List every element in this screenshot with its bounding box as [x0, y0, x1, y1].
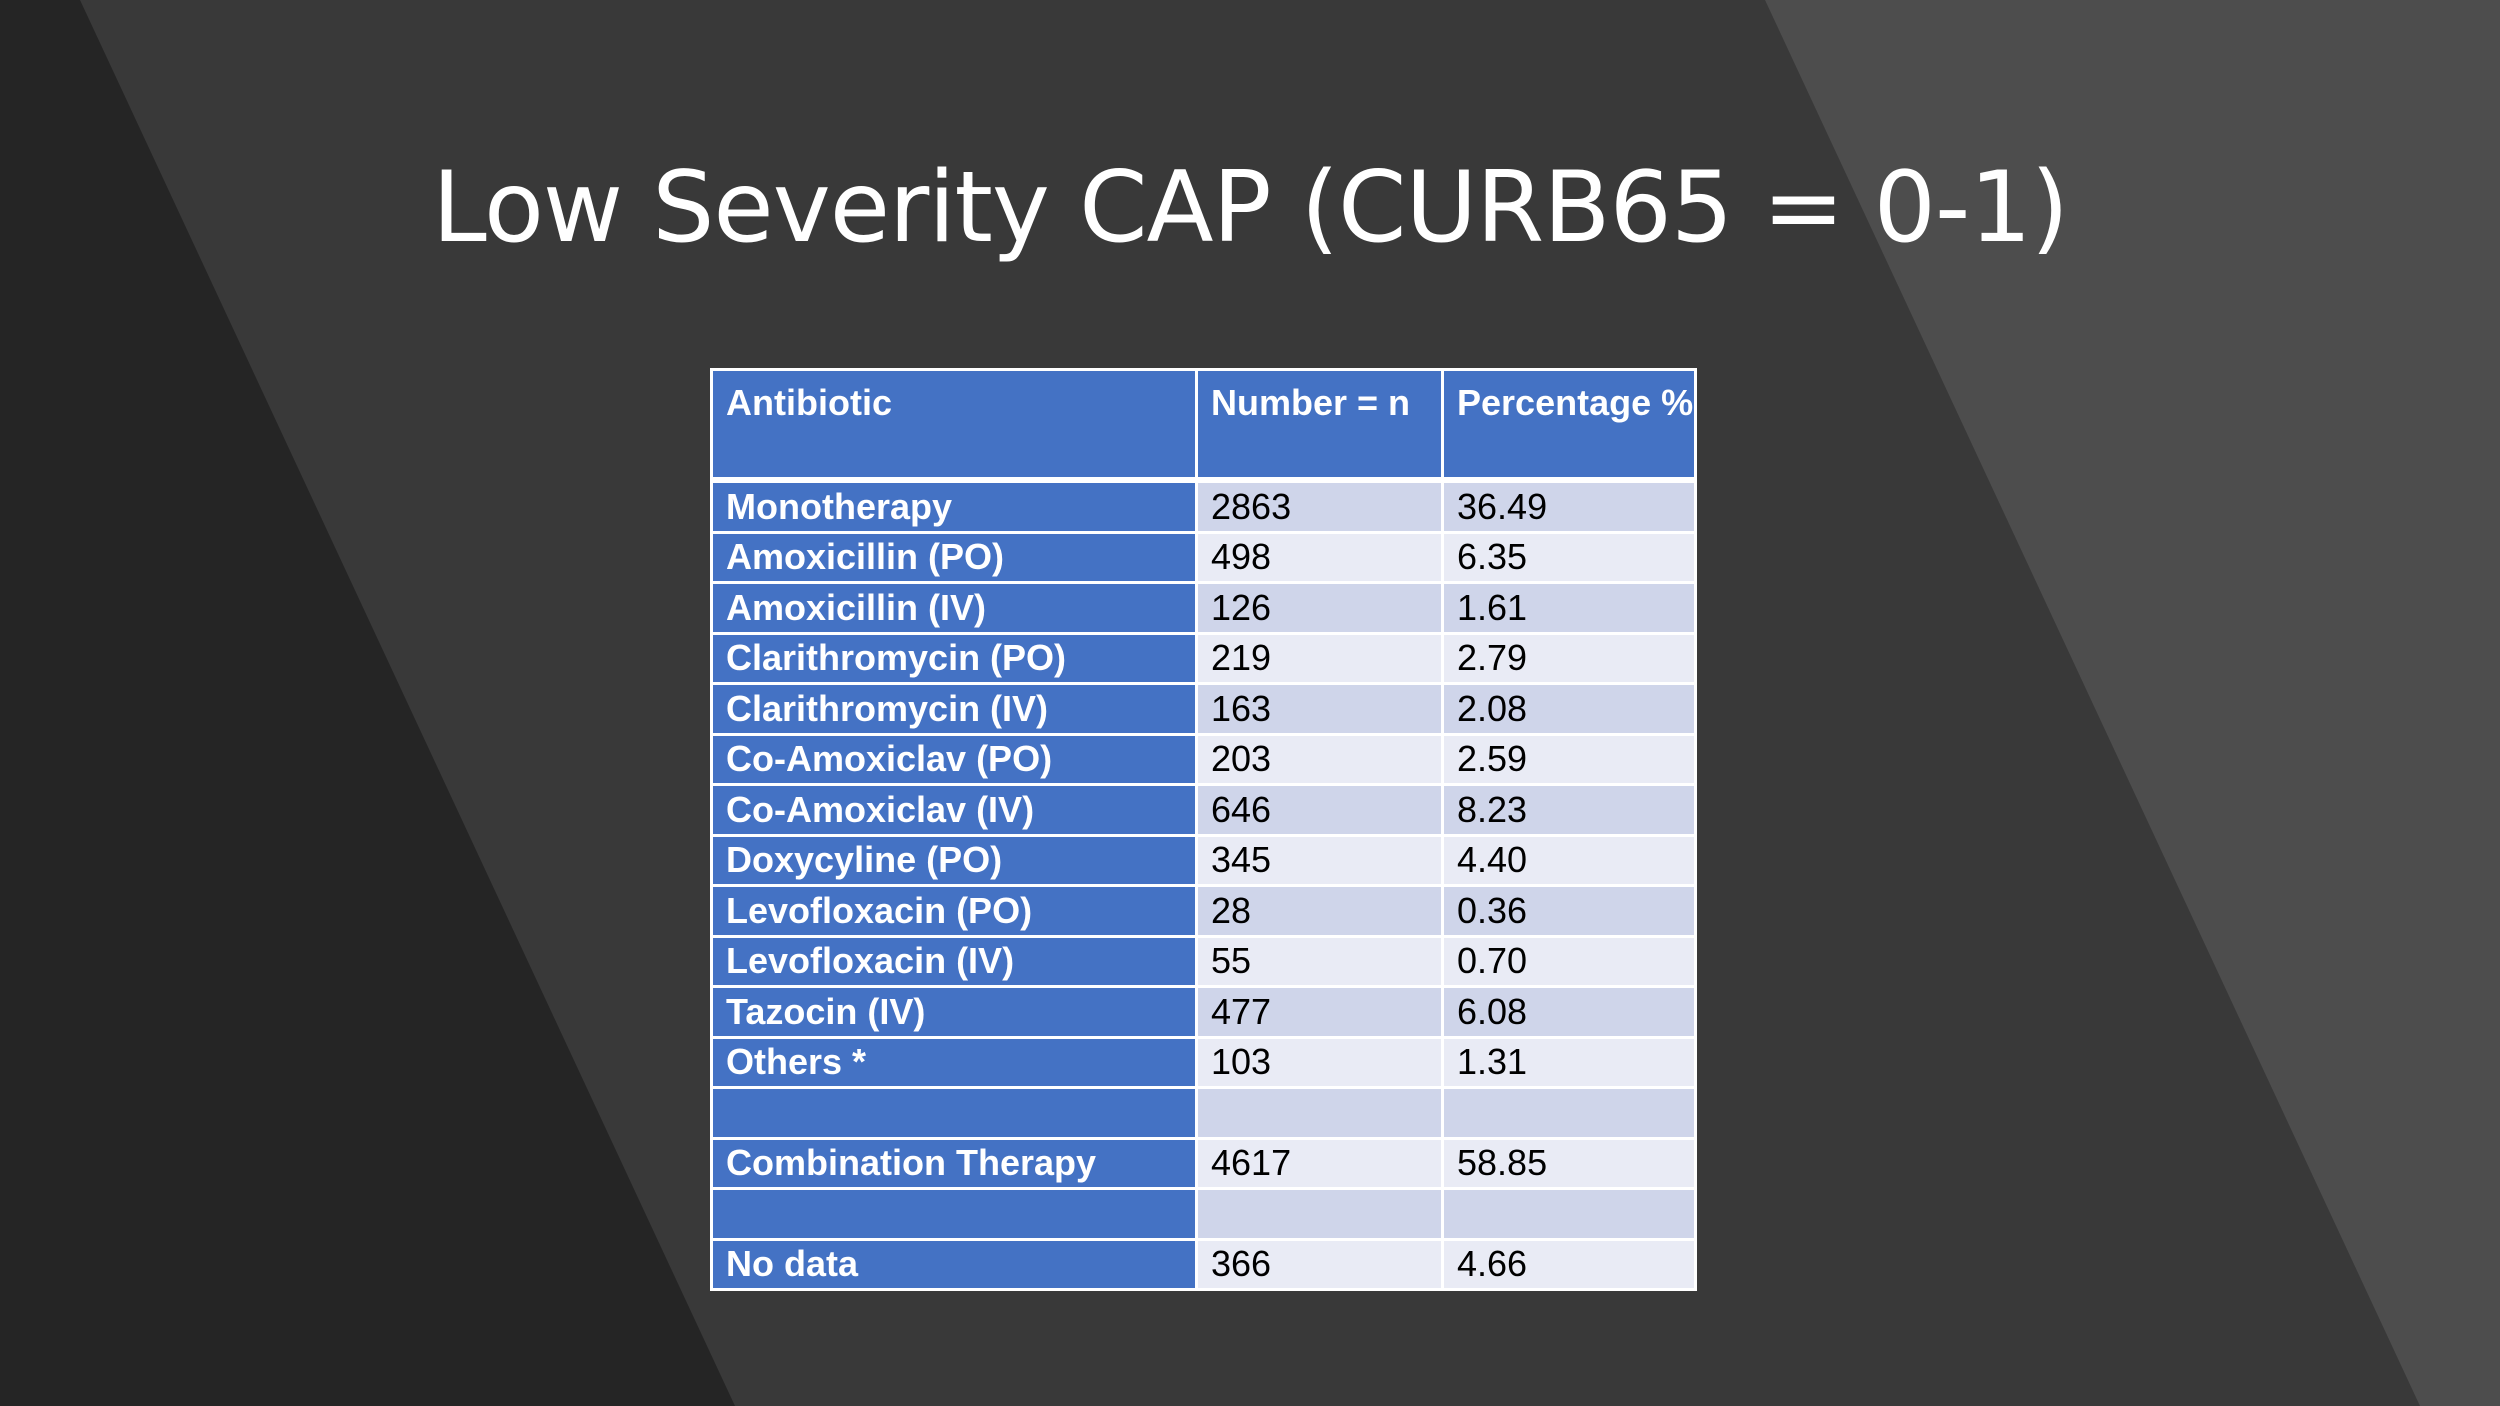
antibiotic-cell: Levofloxacin (PO): [710, 884, 1198, 938]
percentage-cell: 4.66: [1441, 1237, 1697, 1291]
table-row: Others * 103 1.31: [710, 1035, 1697, 1089]
percentage-cell: 1.31: [1441, 1035, 1697, 1089]
antibiotic-cell: No data: [710, 1237, 1198, 1291]
slide-title: Low Severity CAP (CURB65 = 0-1): [432, 151, 2069, 265]
percentage-cell: 2.79: [1441, 631, 1697, 685]
antibiotic-cell: Amoxicillin (PO): [710, 530, 1198, 584]
number-cell: 163: [1195, 682, 1444, 736]
number-cell: [1195, 1187, 1444, 1241]
table-row: Doxycyline (PO) 345 4.40: [710, 833, 1697, 887]
percentage-cell: 2.08: [1441, 682, 1697, 736]
column-header-percentage: Percentage %: [1441, 368, 1697, 483]
table-row: Clarithromycin (PO) 219 2.79: [710, 631, 1697, 685]
antibiotic-cell: Clarithromycin (IV): [710, 682, 1198, 736]
percentage-cell: [1441, 1187, 1697, 1241]
table-row: No data 366 4.66: [710, 1237, 1697, 1291]
number-cell: 219: [1195, 631, 1444, 685]
antibiotic-cell: [710, 1086, 1198, 1140]
percentage-cell: 0.70: [1441, 934, 1697, 988]
antibiotic-table: Antibiotic Number = n Percentage % Monot…: [710, 368, 1697, 1291]
antibiotic-cell: Others *: [710, 1035, 1198, 1089]
table-row: Co-Amoxiclav (IV) 646 8.23: [710, 783, 1697, 837]
number-cell: 126: [1195, 581, 1444, 635]
percentage-cell: 2.59: [1441, 732, 1697, 786]
table-row: Levofloxacin (PO) 28 0.36: [710, 884, 1697, 938]
table-row: Monotherapy 2863 36.49: [710, 478, 1697, 534]
percentage-cell: 6.08: [1441, 985, 1697, 1039]
number-cell: 55: [1195, 934, 1444, 988]
percentage-cell: 1.61: [1441, 581, 1697, 635]
antibiotic-cell: Monotherapy: [710, 478, 1198, 534]
number-cell: 646: [1195, 783, 1444, 837]
table-row: Tazocin (IV) 477 6.08: [710, 985, 1697, 1039]
antibiotic-cell: [710, 1187, 1198, 1241]
table-row-empty: [710, 1187, 1697, 1241]
number-cell: 477: [1195, 985, 1444, 1039]
percentage-cell: 6.35: [1441, 530, 1697, 584]
background-right-band: [1765, 0, 2500, 1406]
column-header-antibiotic: Antibiotic: [710, 368, 1198, 483]
number-cell: 203: [1195, 732, 1444, 786]
column-header-number: Number = n: [1195, 368, 1444, 483]
background-left-band: [0, 0, 735, 1406]
percentage-cell: [1441, 1086, 1697, 1140]
antibiotic-cell: Amoxicillin (IV): [710, 581, 1198, 635]
table-header-row: Antibiotic Number = n Percentage %: [710, 368, 1697, 483]
number-cell: 2863: [1195, 478, 1444, 534]
table-row: Levofloxacin (IV) 55 0.70: [710, 934, 1697, 988]
number-cell: 4617: [1195, 1136, 1444, 1190]
antibiotic-cell: Clarithromycin (PO): [710, 631, 1198, 685]
percentage-cell: 0.36: [1441, 884, 1697, 938]
table-row: Co-Amoxiclav (PO) 203 2.59: [710, 732, 1697, 786]
number-cell: 498: [1195, 530, 1444, 584]
number-cell: 28: [1195, 884, 1444, 938]
antibiotic-cell: Combination Therapy: [710, 1136, 1198, 1190]
number-cell: 103: [1195, 1035, 1444, 1089]
number-cell: [1195, 1086, 1444, 1140]
table-row: Amoxicillin (IV) 126 1.61: [710, 581, 1697, 635]
percentage-cell: 8.23: [1441, 783, 1697, 837]
antibiotic-cell: Co-Amoxiclav (PO): [710, 732, 1198, 786]
antibiotic-cell: Levofloxacin (IV): [710, 934, 1198, 988]
antibiotic-cell: Tazocin (IV): [710, 985, 1198, 1039]
table-row: Amoxicillin (PO) 498 6.35: [710, 530, 1697, 584]
number-cell: 366: [1195, 1237, 1444, 1291]
antibiotic-cell: Co-Amoxiclav (IV): [710, 783, 1198, 837]
table-row: Combination Therapy 4617 58.85: [710, 1136, 1697, 1190]
number-cell: 345: [1195, 833, 1444, 887]
percentage-cell: 58.85: [1441, 1136, 1697, 1190]
percentage-cell: 36.49: [1441, 478, 1697, 534]
antibiotic-cell: Doxycyline (PO): [710, 833, 1198, 887]
table-row-empty: [710, 1086, 1697, 1140]
percentage-cell: 4.40: [1441, 833, 1697, 887]
table-row: Clarithromycin (IV) 163 2.08: [710, 682, 1697, 736]
